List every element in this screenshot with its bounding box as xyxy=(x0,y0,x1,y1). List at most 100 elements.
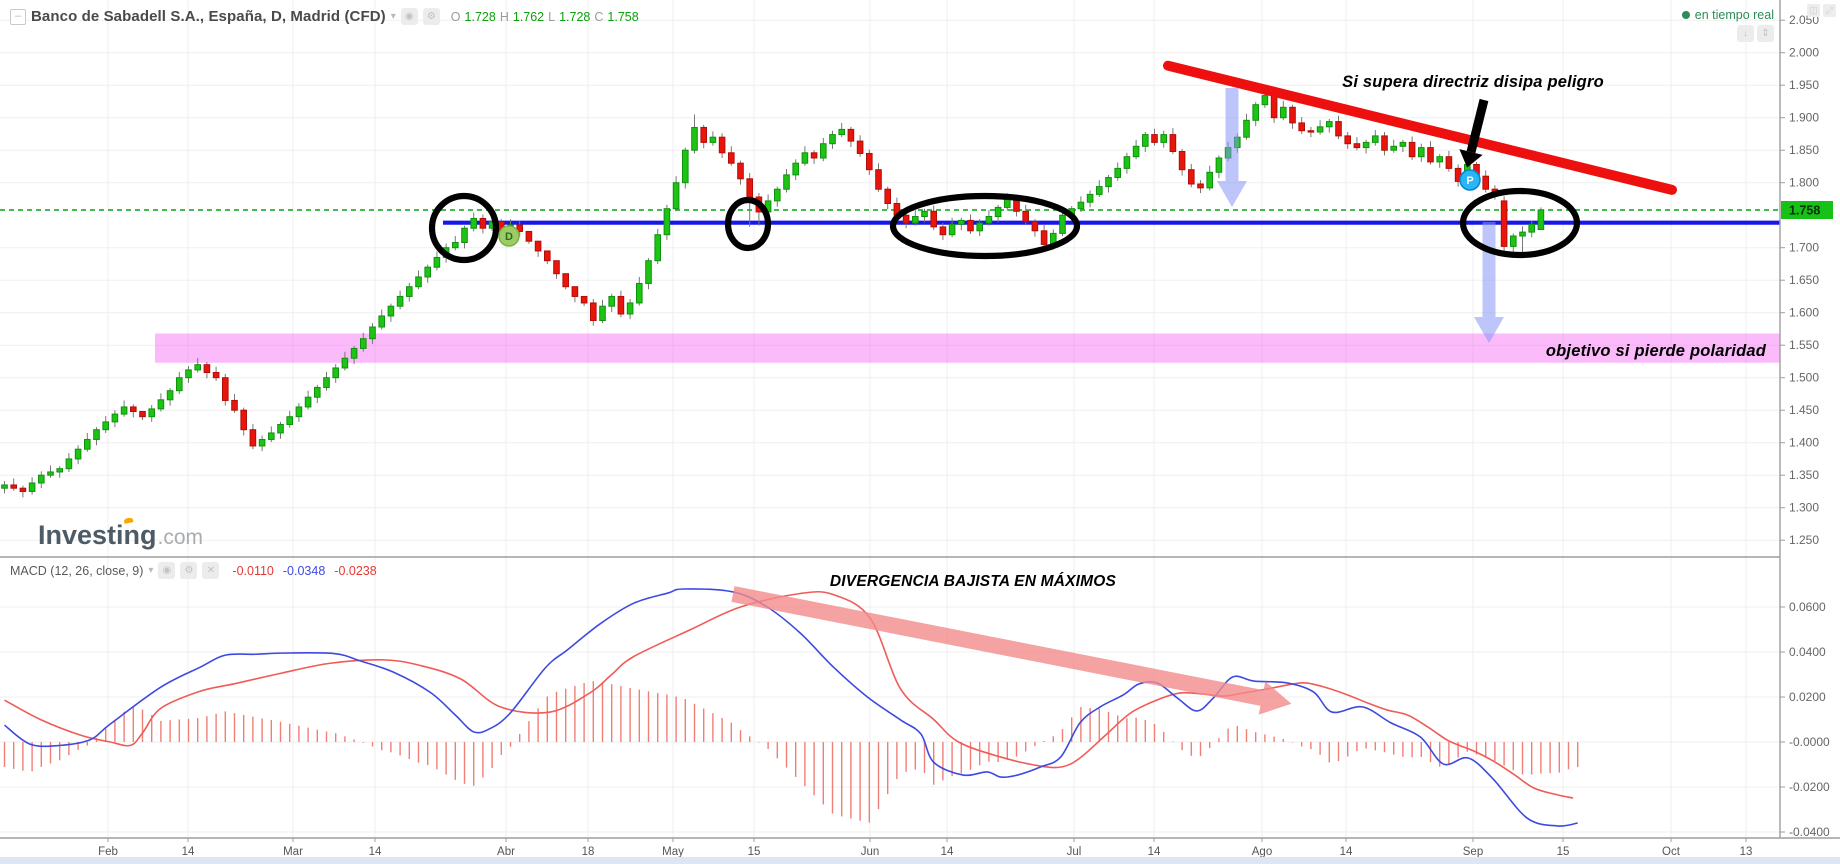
date-tick: 18 xyxy=(582,846,595,858)
highlight-ellipse-3[interactable] xyxy=(889,192,1081,260)
date-tick: 14 xyxy=(369,846,382,858)
price-tick: 1.400 xyxy=(1789,436,1819,450)
panel-windows-icon[interactable]: ◫ xyxy=(1807,4,1820,17)
symbol-header: – Banco de Sabadell S.A., España, D, Mad… xyxy=(10,8,639,25)
price-tick: 1.650 xyxy=(1789,273,1819,287)
date-tick: Sep xyxy=(1463,846,1483,858)
fullscreen-icon[interactable]: ⤢ xyxy=(1823,4,1836,17)
symbol-title[interactable]: Banco de Sabadell S.A., España, D, Madri… xyxy=(31,8,386,25)
date-tick: Feb xyxy=(98,846,118,858)
price-tick: 1.350 xyxy=(1789,468,1819,482)
highlight-ellipse-2[interactable] xyxy=(724,196,772,252)
date-tick: Ago xyxy=(1252,846,1272,858)
price-tick: 1.850 xyxy=(1789,143,1819,157)
date-tick: 14 xyxy=(1340,846,1353,858)
date-tick: 14 xyxy=(941,846,954,858)
dividend-marker[interactable]: D xyxy=(498,225,520,247)
svg-text:D: D xyxy=(505,231,513,243)
annotation-trendline-text[interactable]: Si supera directriz disipa peligro xyxy=(1342,73,1604,91)
date-tick: Jun xyxy=(861,846,880,858)
split-marker[interactable]: P xyxy=(1459,169,1481,191)
bearish-trendline[interactable] xyxy=(1163,60,1677,195)
symbol-dropdown-caret[interactable]: ▾ xyxy=(390,11,396,22)
pointer-arrow-shaft[interactable] xyxy=(1466,98,1489,154)
auto-scale-icon[interactable]: ⇕ xyxy=(1757,25,1774,42)
macd-visibility-icon[interactable]: ◉ xyxy=(158,562,176,579)
snapshot-icon[interactable]: ◉ xyxy=(400,8,418,25)
date-tick: May xyxy=(662,846,684,858)
price-tick: 2.000 xyxy=(1789,46,1819,60)
macd-values: -0.0110 -0.0348 -0.0238 xyxy=(232,564,376,578)
price-tick: 1.950 xyxy=(1789,78,1819,92)
price-tick: 1.450 xyxy=(1789,403,1819,417)
drop-arrow-head-1[interactable] xyxy=(1217,181,1247,207)
macd-line xyxy=(4,588,1578,827)
high-label: H xyxy=(499,9,509,24)
annotation-objective-text[interactable]: objetivo si pierde polaridad xyxy=(1545,342,1766,360)
price-tick: 1.700 xyxy=(1789,241,1819,255)
close-label: C xyxy=(594,9,604,24)
last-price-badge xyxy=(1781,201,1833,219)
drop-arrow-head-2[interactable] xyxy=(1474,317,1504,343)
price-tick: 1.900 xyxy=(1789,111,1819,125)
date-tick: Mar xyxy=(283,846,303,858)
price-tick: 1.500 xyxy=(1789,371,1819,385)
highlight-ellipse-1[interactable] xyxy=(428,192,500,264)
macd-title[interactable]: MACD (12, 26, close, 9) xyxy=(10,563,144,578)
macd-histogram-value: -0.0238 xyxy=(334,563,377,578)
macd-tick: -0.0200 xyxy=(1789,780,1830,794)
date-tick: Jul xyxy=(1067,846,1082,858)
realtime-dot-icon xyxy=(1681,11,1690,19)
watermark-accent-icon xyxy=(123,517,133,524)
scroll-to-recent-icon[interactable]: ↓ xyxy=(1737,25,1754,42)
highlight-ellipse-4[interactable] xyxy=(1459,187,1581,259)
macd-signal-value: -0.0110 xyxy=(232,563,274,578)
macd-header: MACD (12, 26, close, 9) ▾ ◉ ⚙ ✕ -0.0110 … xyxy=(10,562,377,579)
low-value: 1.728 xyxy=(559,9,591,24)
watermark-brand: Investing xyxy=(38,517,157,551)
price-tick: 1.300 xyxy=(1789,501,1819,515)
price-tick: 1.600 xyxy=(1789,306,1819,320)
divergence-arrow-head[interactable] xyxy=(1258,681,1292,715)
pointer-arrow-head[interactable] xyxy=(1459,149,1483,168)
open-label: O xyxy=(450,9,461,24)
date-tick: Oct xyxy=(1662,846,1681,858)
chart-settings-icon[interactable]: ⚙ xyxy=(422,8,440,25)
corner-toolbar: ◫ ⤢ xyxy=(1807,4,1836,17)
date-tick: 13 xyxy=(1740,846,1753,858)
date-tick: 14 xyxy=(1148,846,1161,858)
pink-target-zone[interactable] xyxy=(155,333,1780,363)
open-value: 1.728 xyxy=(464,9,496,24)
last-price-badge-value: 1.758 xyxy=(1789,204,1820,218)
bottom-scroll-strip[interactable] xyxy=(0,857,1840,864)
svg-text:P: P xyxy=(1466,175,1473,187)
date-tick: Abr xyxy=(497,846,515,858)
annotation-divergence-text[interactable]: DIVERGENCIA BAJISTA EN MÁXIMOS xyxy=(829,573,1117,590)
macd-panel xyxy=(3,588,1579,827)
price-candles xyxy=(1,86,1545,498)
macd-tick: -0.0400 xyxy=(1789,825,1830,839)
macd-tick: 0.0400 xyxy=(1789,645,1826,659)
macd-line-value: -0.0348 xyxy=(282,563,326,578)
macd-close-icon[interactable]: ✕ xyxy=(202,562,220,579)
price-tick: 1.800 xyxy=(1789,176,1819,190)
investing-watermark: Investing .com xyxy=(38,517,203,551)
low-label: L xyxy=(548,9,556,24)
macd-dropdown-caret[interactable]: ▾ xyxy=(148,565,154,576)
macd-settings-icon[interactable]: ⚙ xyxy=(180,562,198,579)
date-tick: 15 xyxy=(748,846,761,858)
high-value: 1.762 xyxy=(512,9,545,24)
macd-tick: 0.0200 xyxy=(1789,690,1826,704)
price-tick: 1.550 xyxy=(1789,338,1819,352)
macd-tick: -0.0000 xyxy=(1789,735,1830,749)
divergence-arrow-shaft[interactable] xyxy=(731,586,1264,706)
date-tick: 15 xyxy=(1557,846,1570,858)
ohlc-readout: O 1.728 H 1.762 L 1.728 C 1.758 xyxy=(451,10,639,24)
realtime-status: en tiempo real ↓ ⇕ xyxy=(1681,8,1774,42)
collapse-panel-icon[interactable]: – xyxy=(10,8,26,25)
macd-tick: 0.0600 xyxy=(1789,600,1826,614)
price-tick: 1.250 xyxy=(1789,533,1819,547)
